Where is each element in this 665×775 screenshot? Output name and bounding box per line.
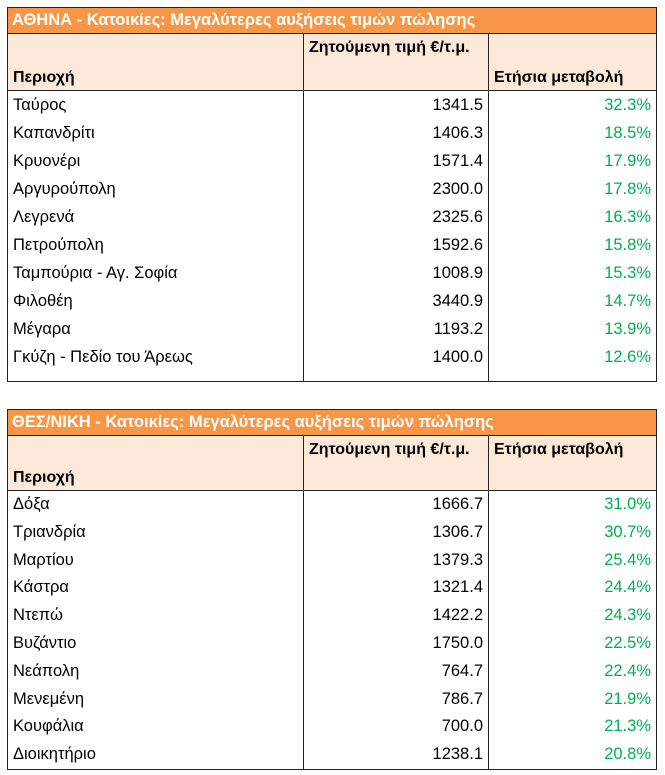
change-cell: 22.4% — [604, 661, 651, 680]
table-row: Κουφάλια 700.0 21.3% — [8, 713, 656, 742]
table-row: Μενεμένη 786.7 21.9% — [8, 685, 656, 714]
change-cell: 17.8% — [604, 180, 651, 198]
area-cell: Φιλοθέη — [8, 287, 304, 315]
table-row: Τριανδρία 1306.7 30.7% — [8, 518, 656, 547]
table-row: Μαρτίου 1379.3 25.4% — [8, 546, 656, 575]
price-cell: 786.7 — [304, 685, 489, 714]
empty-cell — [8, 371, 304, 381]
change-cell: 12.6% — [604, 348, 651, 366]
area-cell: Αργυρούπολη — [8, 175, 304, 203]
empty-cell — [489, 371, 656, 381]
change-cell: 25.4% — [604, 550, 651, 569]
table-row: Ντεπώ 1422.2 24.3% — [8, 602, 656, 630]
area-cell: Ντεπώ — [8, 602, 304, 630]
price-cell: 3440.9 — [304, 287, 489, 315]
price-cell: 1238.1 — [304, 741, 489, 769]
area-cell: Δόξα — [8, 491, 304, 519]
column-header-change: Ετήσια μεταβολή — [494, 441, 624, 458]
price-cell: 1008.9 — [304, 259, 489, 287]
table-title: ΑΘΗΝΑ - Κατοικίες: Μεγαλύτερες αυξήσεις … — [8, 8, 656, 34]
column-header-change: Ετήσια μεταβολή — [494, 69, 624, 86]
table-row: Ταμπούρια - Αγ. Σοφία 1008.9 15.3% — [8, 259, 656, 287]
price-cell: 1406.3 — [304, 119, 489, 147]
area-cell: Μαρτίου — [8, 546, 304, 575]
price-cell: 1321.4 — [304, 574, 489, 603]
table-row: Κρυονέρι 1571.4 17.9% — [8, 147, 656, 175]
change-cell: 30.7% — [604, 522, 651, 541]
table-row: Φιλοθέη 3440.9 14.7% — [8, 287, 656, 315]
area-cell: Βυζάντιο — [8, 629, 304, 658]
change-cell: 32.3% — [604, 96, 651, 114]
area-cell: Λεγρενά — [8, 203, 304, 231]
empty-row — [8, 371, 656, 381]
change-cell: 24.3% — [604, 606, 651, 625]
area-cell: Νεάπολη — [8, 657, 304, 686]
table-row: Δόξα 1666.7 31.0% — [8, 491, 656, 519]
area-cell: Τριανδρία — [8, 518, 304, 547]
table-row: Νεάπολη 764.7 22.4% — [8, 657, 656, 686]
area-cell: Διοικητήριο — [8, 741, 304, 769]
change-cell: 21.3% — [604, 717, 651, 736]
price-cell: 1571.4 — [304, 147, 489, 175]
thessaloniki-table: ΘΕΣ/ΝΙΚΗ - Κατοικίες: Μεγαλύτερες αυξήσε… — [7, 409, 657, 770]
change-cell: 16.3% — [604, 208, 651, 226]
area-cell: Κάστρα — [8, 574, 304, 603]
area-cell: Πετρούπολη — [8, 231, 304, 259]
column-header-area: Περιοχή — [8, 34, 304, 90]
price-cell: 2300.0 — [304, 175, 489, 203]
table-row: Ταύρος 1341.5 32.3% — [8, 91, 656, 119]
athens-table: ΑΘΗΝΑ - Κατοικίες: Μεγαλύτερες αυξήσεις … — [7, 7, 657, 382]
table-row: Βυζάντιο 1750.0 22.5% — [8, 629, 656, 658]
change-cell: 21.9% — [604, 689, 651, 708]
change-cell: 15.3% — [604, 264, 651, 282]
change-cell: 14.7% — [604, 292, 651, 310]
price-cell: 1422.2 — [304, 602, 489, 630]
table-row: Μέγαρα 1193.2 13.9% — [8, 315, 656, 343]
area-cell: Κουφάλια — [8, 713, 304, 742]
table-row: Γκύζη - Πεδίο του Άρεως 1400.0 12.6% — [8, 343, 656, 371]
table-row: Λεγρενά 2325.6 16.3% — [8, 203, 656, 231]
area-cell: Καπανδρίτι — [8, 119, 304, 147]
price-cell: 1750.0 — [304, 629, 489, 658]
area-cell: Μενεμένη — [8, 685, 304, 714]
column-header-price: Ζητούμενη τιμή €/τ.μ. — [304, 34, 489, 90]
price-cell: 2325.6 — [304, 203, 489, 231]
table-body: Δόξα 1666.7 31.0% Τριανδρία 1306.7 30.7% Μαρ… — [8, 491, 656, 769]
change-cell: 24.4% — [604, 578, 651, 597]
change-cell: 31.0% — [604, 495, 651, 513]
change-cell: 17.9% — [604, 152, 651, 170]
price-cell: 1666.7 — [304, 491, 489, 519]
change-cell: 15.8% — [604, 236, 651, 254]
column-header-price: Ζητούμενη τιμή €/τ.μ. — [304, 436, 489, 490]
table-row: Καπανδρίτι 1406.3 18.5% — [8, 119, 656, 147]
table-row: Πετρούπολη 1592.6 15.8% — [8, 231, 656, 259]
table-row: Κάστρα 1321.4 24.4% — [8, 574, 656, 603]
area-cell: Γκύζη - Πεδίο του Άρεως — [8, 343, 304, 371]
change-cell: 20.8% — [604, 745, 651, 764]
table-row: Διοικητήριο 1238.1 20.8% — [8, 741, 656, 769]
table-title: ΘΕΣ/ΝΙΚΗ - Κατοικίες: Μεγαλύτερες αυξήσε… — [8, 410, 656, 436]
column-header-area: Περιοχή — [8, 436, 304, 490]
empty-cell — [304, 371, 489, 381]
area-cell: Ταύρος — [8, 91, 304, 119]
table-header: Περιοχή Ζητούμενη τιμή €/τ.μ. Ετήσια μετ… — [8, 34, 656, 91]
area-cell: Ταμπούρια - Αγ. Σοφία — [8, 259, 304, 287]
table-row: Αργυρούπολη 2300.0 17.8% — [8, 175, 656, 203]
price-cell: 1379.3 — [304, 546, 489, 575]
area-cell: Μέγαρα — [8, 315, 304, 343]
price-cell: 1592.6 — [304, 231, 489, 259]
change-cell: 18.5% — [604, 124, 651, 142]
price-cell: 1306.7 — [304, 518, 489, 547]
table-header: Περιοχή Ζητούμενη τιμή €/τ.μ. Ετήσια μετ… — [8, 436, 656, 491]
price-cell: 1400.0 — [304, 343, 489, 371]
price-cell: 1193.2 — [304, 315, 489, 343]
table-body: Ταύρος 1341.5 32.3% Καπανδρίτι 1406.3 18.5% … — [8, 91, 656, 381]
price-cell: 700.0 — [304, 713, 489, 742]
change-cell: 22.5% — [604, 633, 651, 652]
price-cell: 764.7 — [304, 657, 489, 686]
price-cell: 1341.5 — [304, 91, 489, 119]
change-cell: 13.9% — [604, 320, 651, 338]
area-cell: Κρυονέρι — [8, 147, 304, 175]
